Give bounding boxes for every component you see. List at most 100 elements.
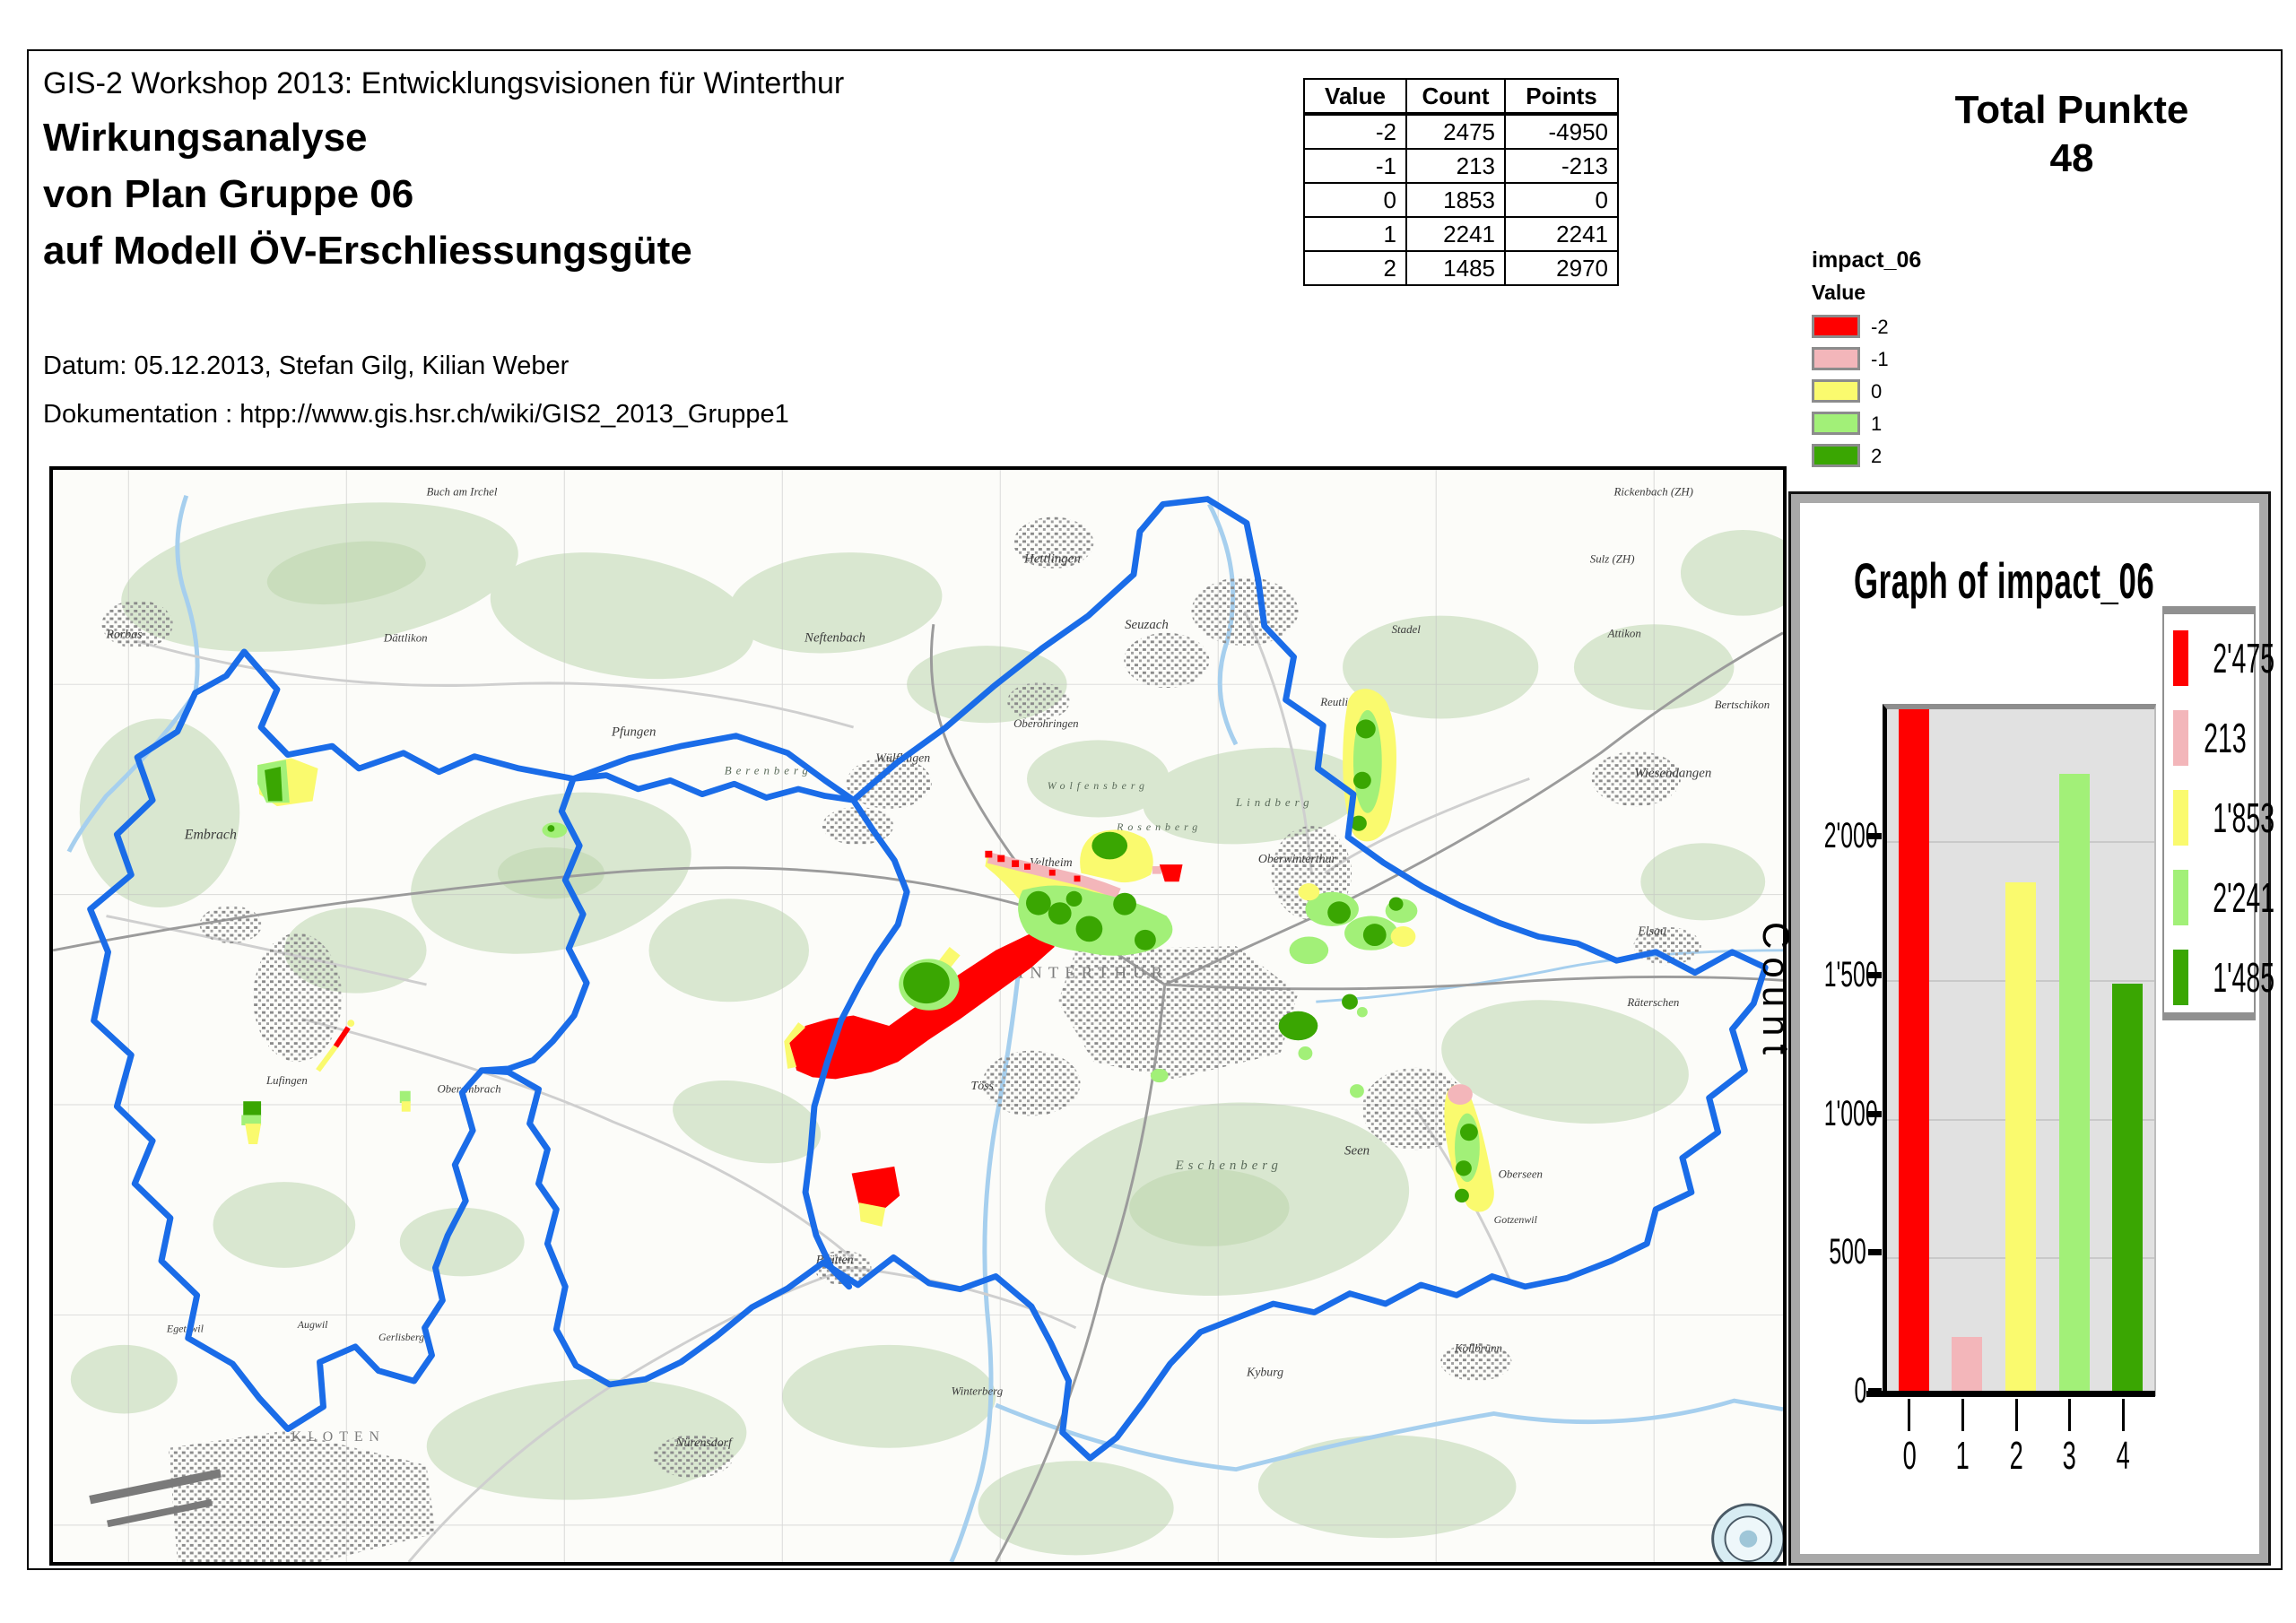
summary-table: Value Count Points -2 2475 -4950 -1 213 -213 0 185… [1303,78,1619,286]
table-row: 1 2241 2241 [1303,216,1619,252]
x-tick-label: 2 [1989,1434,2043,1479]
chart-legend-swatch [2173,870,2188,925]
y-tick-mark [1868,833,1882,839]
date-authors-line: Datum: 05.12.2013, Stefan Gilg, Kilian W… [43,352,570,380]
table-cell: 0 [1504,182,1619,218]
x-tick-text: 3 [2062,1434,2077,1478]
map-label: Wiesendangen [1634,767,1711,781]
map-labels: Buch am Irchel Rorbas Dättlikon Embrach Pfun… [105,486,1770,1449]
table-cell: 2970 [1504,250,1619,286]
map-label: Lufingen [265,1074,308,1087]
map-label: Oberseen [1499,1168,1543,1181]
legend-subtitle: Value [1812,281,1866,304]
map-label: Neftenbach [804,631,865,646]
map-label: Stadel [1392,623,1422,636]
y-tick-label: 1'000 [1791,1094,1878,1133]
legend-item-label: 0 [1871,380,1883,403]
x-tick-text: 2 [2009,1434,2023,1478]
topographic-map: Buch am Irchel Rorbas Dättlikon Embrach Pfun… [49,466,1787,1566]
workshop-supertitle: GIS-2 Workshop 2013: Entwicklungsvisione… [43,66,845,100]
map-label: Buch am Irchel [427,486,498,499]
legend-item-label: 1 [1871,412,1883,435]
map-label: Dättlikon [383,632,428,645]
y-tick-mark [1868,1388,1882,1394]
table-header-cell: Count [1405,78,1506,116]
legend-swatch [1812,315,1860,338]
x-tick-label: 4 [2096,1434,2150,1479]
map-label: Hettlingen [1023,552,1081,567]
map-label: Bertschikon [1715,699,1770,711]
legend-items: -2 -1 0 1 2 [1812,312,1921,473]
chart-legend-swatch [2173,790,2188,846]
chart-bar [2005,882,2036,1396]
chart-bar [1952,1337,1983,1396]
table-cell: 2241 [1405,216,1506,252]
table-cell: -2 [1303,113,1407,150]
forest-areas [70,502,1783,1556]
chart-panel: Graph of impact_06 0 500 1'000 1'500 2'000 0 1… [1788,491,2274,1566]
map-label: Wolfensberg [1048,780,1149,792]
legend-item: 2 [1812,441,1921,473]
map-label: Nürensdorf [674,1436,734,1449]
map-label: Berenberg [725,765,813,777]
legend-item: -2 [1812,312,1921,344]
map-label: Gotzenwil [1494,1214,1537,1226]
y-tick-label: 500 [1791,1232,1866,1271]
legend-swatch [1812,444,1860,467]
x-tick-label: 0 [1883,1434,1936,1479]
table-row: 0 1853 0 [1303,182,1619,218]
chart-bar [1898,709,1929,1396]
legend-item-label: -1 [1871,348,1889,370]
title-line-2: von Plan Gruppe 06 [43,172,414,216]
title-line-1: Wirkungsanalyse [43,116,368,160]
y-axis-label: Count [1755,922,1797,1063]
x-tick-text: 4 [2116,1434,2130,1478]
table-cell: 1485 [1405,250,1506,286]
map-label: Räterschen [1626,996,1679,1009]
map-legend: impact_06 Value -2 -1 0 1 2 [1812,247,1921,473]
x-tick-label: 3 [2043,1434,2097,1479]
table-cell: 2241 [1504,216,1619,252]
x-tick-label: 1 [1935,1434,1989,1479]
legend-item: -1 [1812,344,1921,377]
legend-item-label: 2 [1871,445,1883,467]
map-label: Oberwinterthur [1258,852,1337,865]
legend-item-label: -2 [1871,316,1889,338]
table-cell: 1853 [1405,182,1506,218]
table-row: -2 2475 -4950 [1303,113,1619,150]
table-cell: -4950 [1504,113,1619,150]
total-punkte: Total Punkte 48 [1883,86,2260,183]
map-label: KLOTEN [291,1429,386,1445]
compass-rose [1711,1503,1783,1562]
map-label: Gerlisberg [378,1332,424,1343]
map-label: Seuzach [1125,618,1169,632]
x-tick-mark [2121,1399,2125,1431]
table-cell: 2475 [1405,113,1506,150]
table-cell: 0 [1303,182,1407,218]
chart-legend-swatch [2173,950,2188,1005]
chart-legend-text: 1'853 [2213,794,2275,841]
district-boundaries [87,496,1769,1462]
chart-legend-text: 2'475 [2213,635,2275,681]
map-label: Kollbrunn [1454,1342,1502,1355]
table-cell: 213 [1405,148,1506,184]
chart-legend-value: 1'485 [2175,955,2274,1000]
table-row: 2 1485 2970 [1303,250,1619,286]
x-axis-line [1866,1391,2155,1397]
total-punkte-value: 48 [2049,136,2094,180]
y-tick-mark [1868,1110,1882,1117]
y-tick-text: 0 [1854,1371,1866,1410]
map-label: Töss [971,1079,994,1092]
chart-legend-value: 2'241 [2175,875,2274,920]
map-label: Rickenbach (ZH) [1613,486,1693,499]
legend-swatch [1812,347,1860,370]
legend-title: impact_06 [1812,247,1922,273]
city-areas [101,516,1701,1562]
chart-legend-value: 2'475 [2175,636,2274,681]
map-label: Sulz (ZH) [1590,553,1635,566]
chart-legend: 2'475 213 1'853 2'241 1'485 [2162,606,2274,1020]
chart-title: Graph of impact_06 [1854,551,2296,610]
x-tick-mark [2014,1399,2018,1431]
map-label: Lindberg [1235,796,1313,809]
map-label: WINTERTHUR [996,965,1169,983]
